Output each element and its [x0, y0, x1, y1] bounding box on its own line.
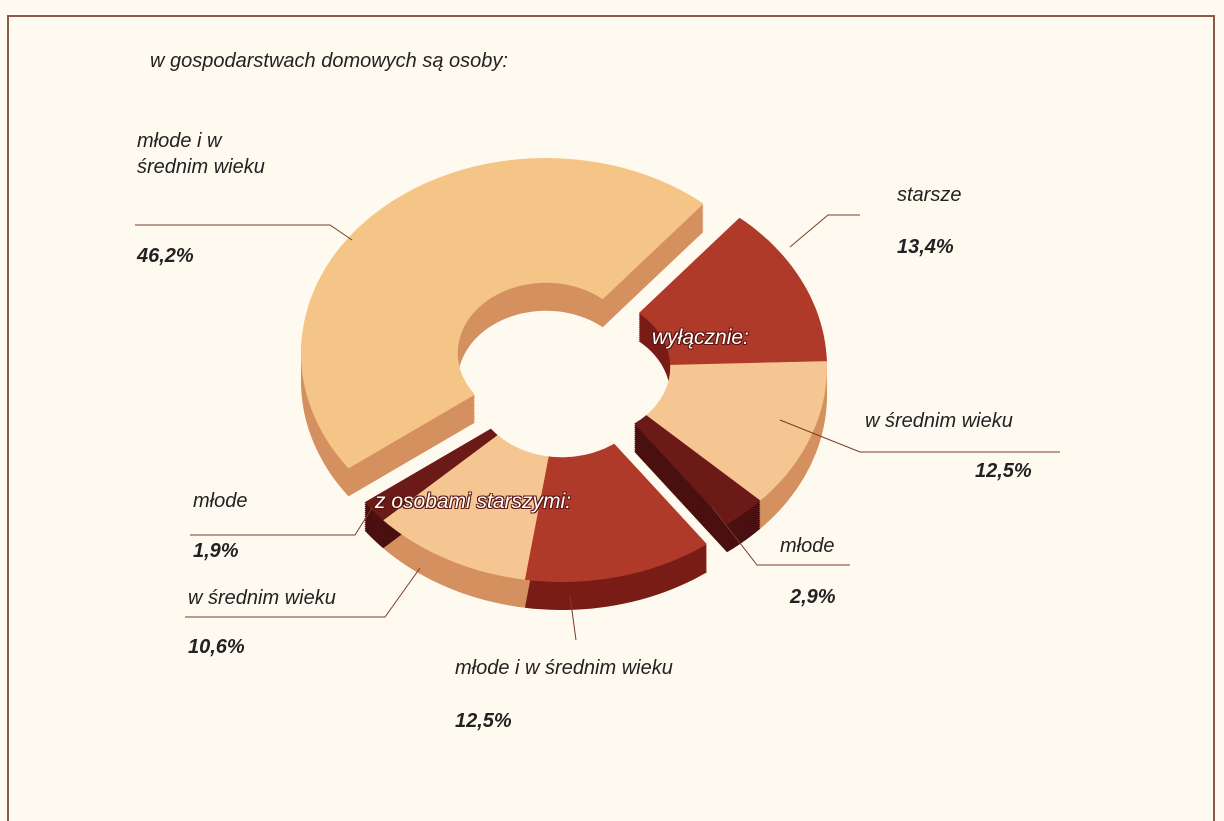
- slice: [301, 158, 704, 469]
- value-label: 1,9%: [193, 540, 239, 562]
- slice: [383, 435, 549, 580]
- slice: [638, 217, 827, 365]
- leader-line: [569, 595, 577, 641]
- slice-label: młode i w średnim wieku: [455, 657, 673, 679]
- slice: [634, 415, 761, 525]
- value-label: 10,6%: [188, 636, 245, 658]
- slice-label: młode: [193, 490, 248, 512]
- leader-line: [190, 507, 373, 536]
- frame: [7, 15, 1215, 821]
- group-label: wyłącznie:: [652, 326, 749, 349]
- value-label: 12,5%: [455, 710, 512, 732]
- slice-label: w średnim wieku: [865, 410, 1013, 432]
- leader-line: [711, 506, 850, 566]
- slice: [646, 361, 827, 501]
- leader-line: [135, 224, 353, 241]
- leader-line: [185, 567, 421, 618]
- slice-label: w średnim wieku: [188, 587, 336, 609]
- slice-label: młode i w średnim wieku: [137, 130, 265, 178]
- leader-line: [779, 419, 1060, 453]
- chart-title: w gospodarstwach domowych są osoby:: [150, 50, 508, 72]
- value-label: 2,9%: [790, 586, 836, 608]
- leader-line: [789, 214, 860, 248]
- value-label: 12,5%: [975, 460, 1032, 482]
- slice: [364, 428, 498, 521]
- group-label: z osobami starszymi:: [375, 490, 572, 513]
- slice-label: starsze: [897, 184, 962, 206]
- slice: [524, 443, 707, 582]
- value-label: 46,2%: [137, 245, 194, 267]
- value-label: 13,4%: [897, 236, 954, 258]
- slice-label: młode: [780, 535, 835, 557]
